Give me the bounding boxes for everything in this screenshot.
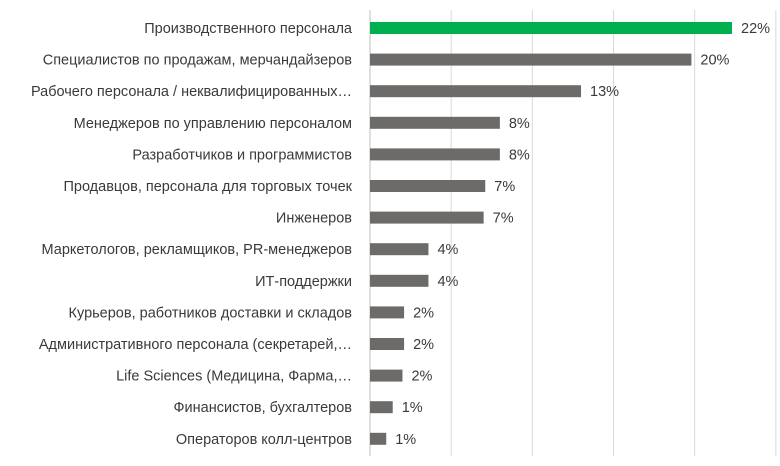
value-label-7: 4% <box>437 242 458 258</box>
label-layer: Производственного персонала 22% Специалист… <box>31 21 770 448</box>
category-label-13: Операторов колл-центров <box>176 432 352 448</box>
value-label-8: 4% <box>437 274 458 290</box>
bar-0 <box>370 22 732 34</box>
bar-3 <box>370 116 500 129</box>
bar-4 <box>370 148 500 161</box>
bar-5 <box>370 180 486 192</box>
category-label-4: Разработчиков и программистов <box>132 147 352 163</box>
bar-layer <box>370 22 732 445</box>
value-label-5: 7% <box>494 179 515 195</box>
bar-10 <box>370 338 405 350</box>
category-label-3: Менеджеров по управлению персоналом <box>74 116 352 132</box>
value-label-10: 2% <box>413 337 434 353</box>
category-label-1: Специалистов по продажам, мерчандайзеров <box>43 53 353 69</box>
bar-8 <box>370 274 429 287</box>
bar-12 <box>370 401 393 414</box>
value-label-13: 1% <box>395 432 416 448</box>
category-label-7: Маркетологов, рекламщиков, PR-менеджеров <box>42 242 353 258</box>
category-label-9: Курьеров, работников доставки и складов <box>69 305 353 321</box>
bar-13 <box>370 432 387 445</box>
bar-9 <box>370 306 405 319</box>
value-label-0: 22% <box>741 21 770 37</box>
value-label-9: 2% <box>413 305 434 321</box>
category-label-6: Инженеров <box>276 211 352 227</box>
category-label-12: Финансистов, бухгалтеров <box>174 400 353 416</box>
value-label-1: 20% <box>700 53 729 69</box>
category-label-11: Life Sciences (Медицина, Фарма,… <box>116 369 352 385</box>
value-label-2: 13% <box>590 84 619 100</box>
value-label-4: 8% <box>509 147 530 163</box>
bar-11 <box>370 369 403 382</box>
category-label-5: Продавцов, персонала для торговых точек <box>63 179 352 195</box>
bar-6 <box>370 211 484 224</box>
bar-7 <box>370 243 429 256</box>
bar-1 <box>370 53 692 66</box>
value-label-11: 2% <box>411 369 432 385</box>
grid-layer <box>369 10 777 456</box>
category-label-10: Административного персонала (секретарей,… <box>39 337 352 353</box>
value-label-6: 7% <box>493 211 514 227</box>
category-label-2: Рабочего персонала / неквалифицированных… <box>31 84 352 100</box>
value-label-3: 8% <box>509 116 530 132</box>
bar-2 <box>370 85 582 98</box>
category-label-0: Производственного персонала <box>144 21 353 37</box>
category-label-8: ИТ-поддержки <box>255 274 352 290</box>
value-label-12: 1% <box>402 400 423 416</box>
